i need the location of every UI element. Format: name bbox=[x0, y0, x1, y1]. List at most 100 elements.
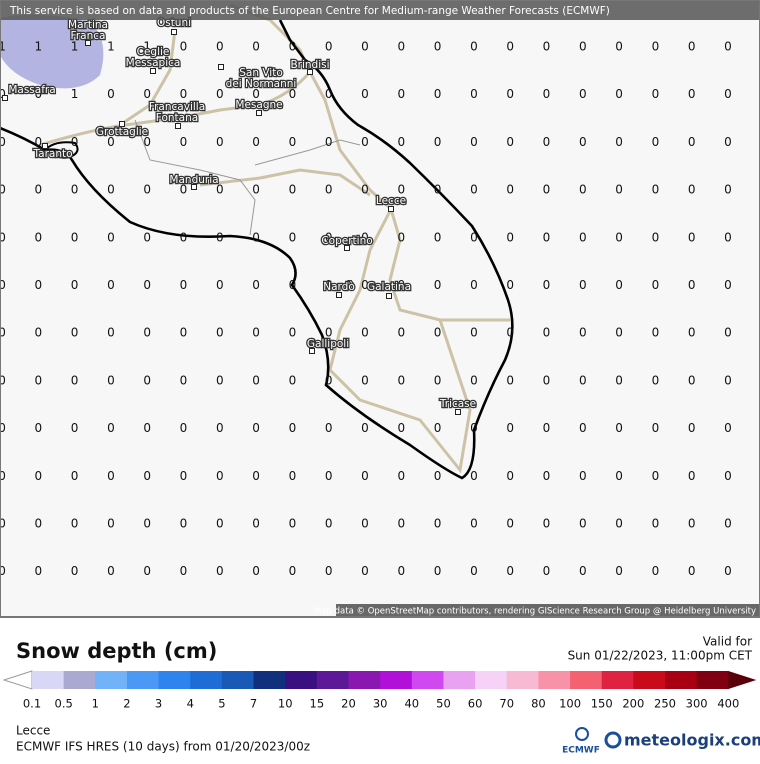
grid-value: 0 bbox=[0, 87, 6, 101]
grid-value: 0 bbox=[0, 183, 6, 197]
valid-label: Valid for bbox=[703, 635, 752, 649]
grid-value: 0 bbox=[724, 564, 732, 578]
city-label: Mesagne bbox=[235, 99, 282, 111]
grid-value: 0 bbox=[543, 87, 551, 101]
city-label: Copertino bbox=[321, 235, 372, 247]
grid-value: 0 bbox=[289, 278, 297, 292]
grid-value: 0 bbox=[579, 373, 587, 387]
grid-value: 0 bbox=[688, 230, 696, 244]
grid-value: 0 bbox=[724, 230, 732, 244]
grid-value: 0 bbox=[615, 469, 623, 483]
banner-bg bbox=[0, 0, 760, 20]
grid-value: 0 bbox=[434, 373, 442, 387]
grid-value: 0 bbox=[506, 421, 514, 435]
scale-label: 300 bbox=[686, 697, 708, 711]
grid-value: 0 bbox=[71, 230, 79, 244]
scale-label: 20 bbox=[341, 697, 356, 711]
grid-value: 0 bbox=[688, 564, 696, 578]
location: Lecce bbox=[16, 724, 50, 738]
grid-value: 0 bbox=[143, 135, 151, 149]
grid-value: 0 bbox=[0, 373, 6, 387]
grid-value: 0 bbox=[143, 373, 151, 387]
grid-value: 0 bbox=[397, 469, 405, 483]
grid-value: 0 bbox=[579, 278, 587, 292]
grid-value: 0 bbox=[506, 373, 514, 387]
city-label: Massafra bbox=[8, 84, 55, 96]
grid-value: 0 bbox=[252, 278, 260, 292]
borders bbox=[134, 119, 361, 236]
grid-value: 0 bbox=[579, 230, 587, 244]
grid-value: 0 bbox=[434, 564, 442, 578]
grid-value: 0 bbox=[724, 373, 732, 387]
model: ECMWF IFS HRES (10 days) from 01/20/2023… bbox=[16, 740, 310, 754]
grid-value: 0 bbox=[71, 135, 79, 149]
city-label: Manduria bbox=[169, 174, 218, 186]
scale-label: 2 bbox=[123, 697, 130, 711]
grid-value: 0 bbox=[180, 183, 188, 197]
scale-box bbox=[253, 671, 286, 689]
grid-value: 0 bbox=[688, 421, 696, 435]
grid-value: 0 bbox=[34, 326, 42, 340]
grid-value: 0 bbox=[434, 183, 442, 197]
grid-value: 0 bbox=[543, 230, 551, 244]
grid-value: 0 bbox=[397, 517, 405, 531]
grid-value: 0 bbox=[397, 87, 405, 101]
grid-value: 0 bbox=[397, 421, 405, 435]
grid-value: 1 bbox=[71, 40, 79, 54]
grid-value: 1 bbox=[143, 40, 151, 54]
scale-label: 70 bbox=[499, 697, 514, 711]
grid-value: 0 bbox=[397, 183, 405, 197]
grid-value: 0 bbox=[615, 230, 623, 244]
grid-value: 0 bbox=[579, 421, 587, 435]
grid-value: 0 bbox=[71, 564, 79, 578]
grid-value: 0 bbox=[0, 469, 6, 483]
value-grid: 1 1 1 1 1 0 0 0 0 0 0 0 0 0 0 0 0 0 0 0 0 0 0 1 0 0 0 0 0 0 0 0 0 0 0 0 0 0 0 0… bbox=[0, 40, 732, 579]
city-dot bbox=[388, 206, 394, 212]
valid-time: Sun 01/22/2023, 11:00pm CET bbox=[568, 649, 753, 663]
scale-label: 0.5 bbox=[55, 697, 73, 711]
scale-over bbox=[728, 671, 757, 689]
grid-value: 0 bbox=[107, 183, 115, 197]
grid-value: 0 bbox=[688, 326, 696, 340]
grid-value: 0 bbox=[579, 517, 587, 531]
ecmwf-logo-icon bbox=[575, 727, 589, 741]
color-scale: 0.1 0.5 1 2 3 4 5 7 10 15 20 30 40 50 60 70 80 100 150 200 2… bbox=[2, 670, 757, 711]
grid-value: 0 bbox=[71, 326, 79, 340]
grid-value: 0 bbox=[724, 517, 732, 531]
grid-value: 0 bbox=[252, 183, 260, 197]
grid-value: 0 bbox=[180, 326, 188, 340]
city-label: Fontana bbox=[156, 112, 198, 124]
grid-value: 0 bbox=[289, 564, 297, 578]
scale-label: 50 bbox=[436, 697, 451, 711]
grid-value: 0 bbox=[470, 564, 478, 578]
grid-value: 0 bbox=[543, 135, 551, 149]
scale-box bbox=[316, 671, 349, 689]
grid-value: 0 bbox=[216, 421, 224, 435]
grid-value: 0 bbox=[543, 469, 551, 483]
grid-value: 0 bbox=[325, 373, 333, 387]
grid-value: 0 bbox=[361, 183, 369, 197]
scale-label: 10 bbox=[278, 697, 293, 711]
city-dot bbox=[336, 292, 342, 298]
scale-box bbox=[570, 671, 603, 689]
grid-value: 0 bbox=[325, 183, 333, 197]
grid-value: 0 bbox=[724, 278, 732, 292]
grid-value: 0 bbox=[289, 421, 297, 435]
grid-value: 0 bbox=[216, 87, 224, 101]
scale-label: 3 bbox=[155, 697, 162, 711]
grid-value: 0 bbox=[470, 230, 478, 244]
grid-value: 0 bbox=[397, 278, 405, 292]
grid-value: 0 bbox=[252, 40, 260, 54]
grid-value: 0 bbox=[216, 183, 224, 197]
city-dot bbox=[119, 121, 125, 127]
city-label: Brindisi bbox=[290, 59, 329, 71]
grid-value: 0 bbox=[143, 469, 151, 483]
grid-value: 0 bbox=[107, 421, 115, 435]
scale-label: 400 bbox=[717, 697, 739, 711]
grid-value: 0 bbox=[688, 373, 696, 387]
grid-value: 0 bbox=[252, 135, 260, 149]
grid-value: 0 bbox=[289, 373, 297, 387]
grid-value: 0 bbox=[289, 40, 297, 54]
scale-label: 4 bbox=[187, 697, 194, 711]
grid-value: 0 bbox=[652, 40, 660, 54]
